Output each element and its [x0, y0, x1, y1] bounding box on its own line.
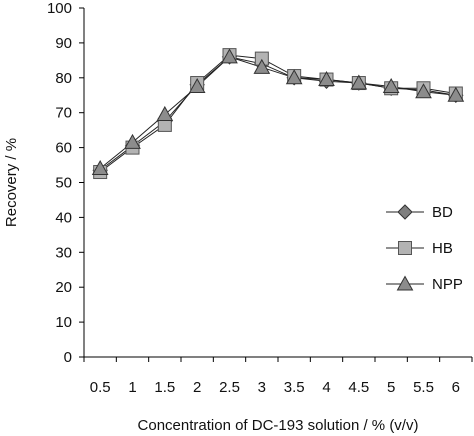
data-point-npp	[156, 105, 174, 121]
y-tick-label: 0	[64, 349, 72, 366]
series-line-npp	[99, 56, 456, 169]
series-line-bd	[99, 56, 456, 171]
x-tick-label: 0.5	[90, 379, 111, 396]
y-axis-title: Recovery / %	[3, 138, 20, 227]
data-point-npp	[221, 48, 238, 64]
y-tick-label: 20	[55, 279, 72, 296]
y-tick-label: 40	[55, 209, 72, 226]
data-point-npp	[285, 69, 303, 85]
y-tick-label: 60	[55, 140, 72, 157]
series-markers	[91, 48, 465, 180]
legend-label-npp: NPP	[432, 276, 463, 293]
legend-label-bd: BD	[432, 204, 453, 221]
x-tick-label: 5	[387, 379, 395, 396]
x-tick-label: 2.5	[219, 379, 240, 396]
data-point-npp	[350, 74, 368, 90]
data-point-npp	[91, 160, 109, 176]
x-tick-label: 1	[128, 379, 136, 396]
data-point-npp	[124, 133, 141, 149]
x-tick-label: 4	[322, 379, 330, 396]
legend: BD HB NPP	[386, 204, 463, 293]
x-tick-label: 3.5	[284, 379, 305, 396]
x-tick-label: 3	[258, 379, 266, 396]
axes	[83, 8, 472, 358]
y-tick-label: 90	[55, 35, 72, 52]
legend-marker-npp	[396, 275, 414, 291]
y-tick-label: 30	[55, 244, 72, 261]
x-tick-label: 4.5	[348, 379, 369, 396]
data-point-npp	[447, 86, 465, 102]
data-point-npp	[188, 77, 206, 94]
y-tick-label: 100	[47, 0, 72, 17]
y-tick-label: 50	[55, 175, 72, 192]
y-tick-label: 10	[55, 314, 72, 331]
y-tick-label: 80	[55, 70, 72, 87]
x-axis-title: Concentration of DC-193 solution / % (v/…	[138, 417, 419, 434]
x-tick-label: 5.5	[413, 379, 434, 396]
legend-label-hb: HB	[432, 240, 453, 257]
y-axis-ticks: 0 10 20 30 40 50 60 70 80 90 100	[47, 0, 84, 366]
data-point-npp	[415, 83, 432, 99]
x-tick-label: 6	[452, 379, 460, 396]
data-point-npp	[382, 77, 400, 94]
legend-marker-hb	[398, 241, 412, 255]
x-tick-label: 1.5	[154, 379, 175, 396]
y-tick-label: 70	[55, 105, 72, 122]
series-lines	[99, 54, 456, 173]
data-point-npp	[253, 58, 271, 74]
data-point-npp	[318, 71, 335, 87]
legend-marker-bd	[397, 204, 413, 220]
x-tick-label: 2	[193, 379, 201, 396]
x-axis-ticks: 0.5 1 1.5 2 2.5 3 3.5 4 4.5 5 5.5 6	[83, 357, 473, 396]
